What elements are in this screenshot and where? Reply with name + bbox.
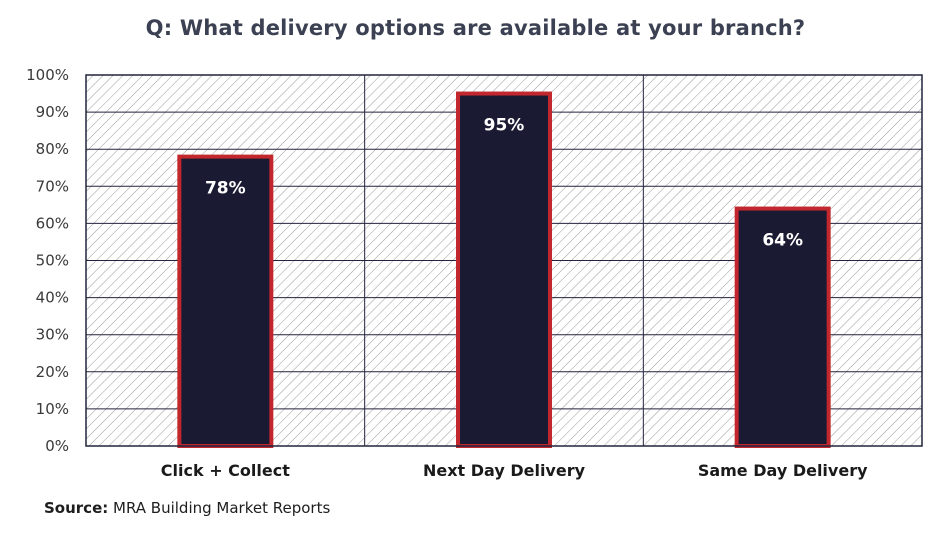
- bar-value-label: 95%: [484, 116, 525, 136]
- source-label: Source:: [44, 499, 109, 517]
- bar: [456, 91, 552, 449]
- chart-title: Q: What delivery options are available a…: [145, 16, 806, 40]
- x-tick-label: Same Day Delivery: [698, 461, 868, 480]
- y-tick-label: 40%: [36, 289, 69, 307]
- y-tick-label: 100%: [26, 66, 69, 84]
- y-tick-label: 50%: [36, 252, 69, 270]
- bar: [734, 206, 831, 448]
- bar: [177, 154, 274, 448]
- y-tick-label: 30%: [36, 326, 69, 344]
- bar-value-label: 78%: [205, 179, 246, 199]
- y-tick-label: 80%: [36, 140, 69, 158]
- x-tick-label: Click + Collect: [161, 461, 290, 480]
- bars: 78% Click + Collect 95% Next Day Delivery 64…: [161, 91, 868, 480]
- y-tick-label: 20%: [36, 363, 69, 381]
- axes: 0% 10% 20% 30% 40% 50% 60% 70% 80% 90% 100%: [26, 66, 923, 455]
- plot-border: [85, 74, 923, 447]
- bar-value-label: 64%: [762, 231, 803, 251]
- y-tick-label: 90%: [36, 103, 69, 121]
- x-tick-label: Next Day Delivery: [423, 461, 586, 480]
- source-note: Source: MRA Building Market Reports: [44, 499, 330, 517]
- y-tick-label: 60%: [36, 214, 69, 232]
- y-tick-label: 70%: [36, 177, 69, 195]
- y-tick-label: 10%: [36, 400, 69, 418]
- source-text: MRA Building Market Reports: [108, 499, 331, 517]
- y-tick-label: 0%: [45, 437, 69, 455]
